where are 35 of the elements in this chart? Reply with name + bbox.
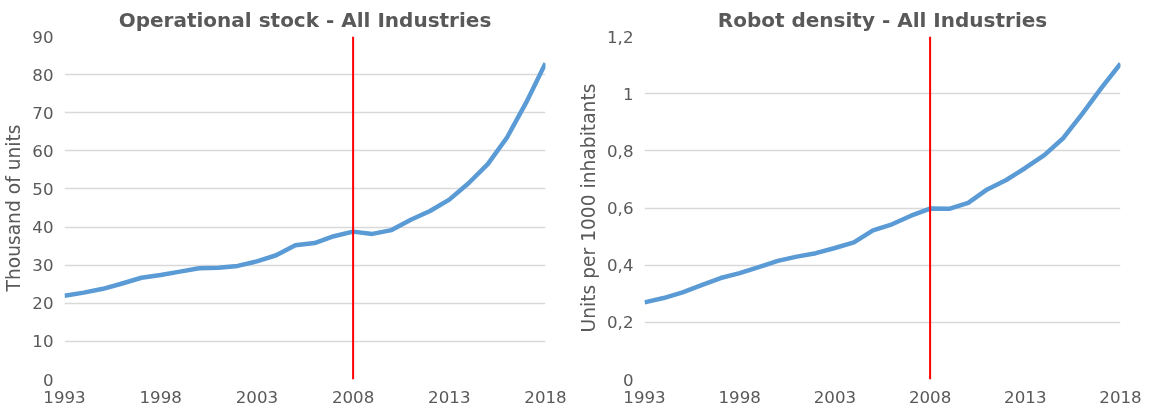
- x-tick-label: 2018: [1099, 387, 1142, 407]
- y-tick-label: 0,2: [607, 313, 634, 333]
- y-tick-label: 0,8: [607, 141, 634, 161]
- x-tick-label: 2013: [1004, 387, 1047, 407]
- x-tick-label: 2003: [235, 387, 279, 407]
- x-tick-label: 1998: [718, 387, 761, 407]
- y-tick-label: 40: [32, 218, 54, 238]
- line-series: [644, 61, 1121, 305]
- y-tick-label: 10: [32, 332, 54, 352]
- x-tick-label: 2003: [813, 387, 857, 407]
- y-tick-label: 30: [32, 256, 54, 276]
- chart-title: Robot density - All Industries: [717, 7, 1048, 32]
- y-tick-label: 1: [622, 84, 634, 104]
- line-series: [64, 60, 546, 298]
- x-tick-label: 2018: [524, 387, 567, 407]
- y-axis-title: Units per 1000 inhabitants: [578, 83, 600, 333]
- x-tick-label: 1993: [623, 387, 666, 407]
- x-tick-label: 1998: [139, 387, 182, 407]
- y-tick-label: 0,6: [607, 199, 634, 218]
- x-tick-label: 2008: [331, 387, 375, 407]
- y-tick-label: 50: [32, 179, 54, 199]
- x-tick-label: 2008: [908, 387, 952, 407]
- x-tick-label: 2013: [428, 387, 471, 407]
- chart-title: Operational stock - All Industries: [118, 7, 492, 32]
- y-tick-label: 60: [32, 141, 54, 161]
- y-tick-label: 0: [622, 370, 634, 390]
- y-tick-label: 0,4: [607, 256, 634, 276]
- y-tick-label: 70: [32, 103, 54, 123]
- y-tick-label: 0: [42, 370, 54, 390]
- x-tick-label: 1993: [43, 387, 86, 407]
- y-axis-title: Thousand of units: [3, 124, 25, 293]
- y-tick-label: 90: [32, 27, 54, 47]
- y-tick-label: 80: [32, 65, 54, 85]
- y-tick-label: 1,2: [607, 27, 634, 47]
- y-tick-label: 20: [32, 294, 54, 314]
